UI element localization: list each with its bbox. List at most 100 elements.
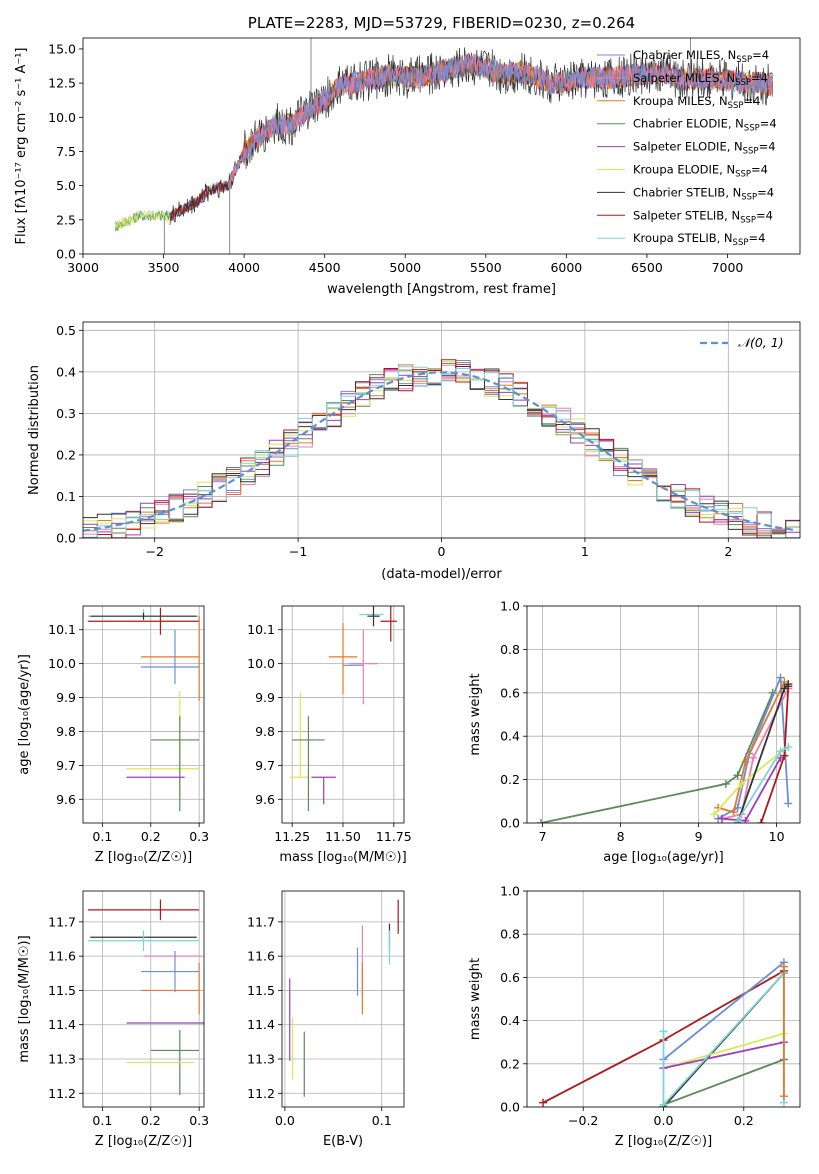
legend-entry: Kroupa STELIB, NSSP=4 [633, 231, 765, 248]
legend-entry: Chabrier MILES, NSSP=4 [633, 48, 769, 65]
axes-frame [82, 605, 205, 824]
weight-marker [784, 680, 793, 689]
legend-entry: Kroupa MILES, NSSP=4 [633, 94, 760, 111]
y-tick-label: 9.7 [56, 758, 76, 773]
legend-entry: Chabrier STELIB, NSSP=4 [633, 185, 774, 202]
y-tick-label: 11.2 [48, 1086, 76, 1101]
weight-lines [537, 673, 793, 823]
x-axis-label: Z [log₁₀(Z/Z☉)] [95, 1134, 192, 1149]
y-tick-label: 10.0 [48, 656, 76, 671]
y-tick-label: 9.6 [255, 792, 275, 807]
errorbar-chabrier_miles [141, 951, 200, 993]
weight-line-salpeter_elodie [663, 1041, 785, 1069]
y-tick-label: 10.1 [48, 622, 76, 637]
x-tick-label: 11.50 [325, 829, 361, 844]
mass-vs-extinction-panel: 0.0 0.1 11.2 11.3 11.4 11.5 11.6 11.7 E(B-V) [247, 890, 405, 1149]
errorbar-kroupa_elodie [290, 692, 309, 778]
spectrum-lines [114, 38, 773, 254]
y-tick-label: 0.4 [500, 1013, 520, 1028]
y-tick-label: 10.1 [247, 622, 275, 637]
spectrum-chabrier_miles-line [227, 52, 773, 188]
legend-entry: Salpeter ELODIE, NSSP=4 [633, 140, 776, 157]
y-tick-label: 11.7 [247, 914, 275, 929]
ticks: 0.1 0.2 0.3 11.2 11.3 11.4 11.5 11.6 11.7 [48, 914, 209, 1128]
x-tick-label: 3500 [148, 260, 180, 275]
histogram-salpeter_stelib [83, 359, 800, 538]
errorbars [289, 899, 399, 1097]
y-tick-label: 9.7 [255, 758, 275, 773]
legend-entry: Kroupa ELODIE, NSSP=4 [633, 163, 768, 180]
y-tick-label: 0.2 [56, 447, 76, 462]
ticks: 3000 3500 4000 4500 5000 5500 6000 6500 7000 0.0 2… [48, 41, 743, 275]
x-tick-label: 9 [695, 829, 703, 844]
y-tick-label: 0.6 [500, 970, 520, 985]
weight-marker [537, 819, 546, 823]
x-axis-label: mass [log₁₀(M/M☉)] [279, 850, 406, 865]
x-tick-label: 7 [539, 829, 547, 844]
x-tick-label: 4500 [309, 260, 341, 275]
y-tick-label: 0.1 [56, 489, 76, 504]
mass-vs-metallicity-panel: 0.1 0.2 0.3 11.2 11.3 11.4 11.5 11.6 11.7 Z [log₁… [17, 890, 209, 1149]
weight-marker [733, 816, 742, 823]
weight-marker [784, 799, 793, 808]
y-tick-label: 0.0 [56, 247, 76, 262]
y-tick-label: 11.2 [247, 1086, 275, 1101]
gaussian-curve [83, 371, 798, 532]
ticks: 7 8 9 10 0.0 0.2 0.4 0.6 0.8 1.0 [500, 599, 784, 845]
x-axis-label: E(B-V) [323, 1134, 363, 1149]
y-tick-label: 11.7 [48, 914, 76, 929]
errorbar-kroupa_miles [328, 622, 358, 695]
weight-marker [539, 1098, 548, 1107]
errorbar-salpeter_stelib [87, 899, 200, 921]
errorbars [87, 607, 200, 812]
y-tick-label: 2.5 [56, 212, 76, 227]
y-tick-label: 0.3 [56, 406, 76, 421]
legend-entry: 𝒩(0, 1) [738, 335, 784, 350]
weight-line-chabrier_elodie [540, 692, 774, 823]
y-axis-label: Normed distribution [27, 365, 42, 495]
weight-marker [784, 743, 793, 752]
legend-entry: Salpeter STELIB, NSSP=4 [633, 208, 773, 225]
errorbar-kroupa_miles [141, 616, 200, 701]
x-axis-label: Z [log₁₀(Z/Z☉)] [615, 1134, 712, 1149]
weight-line-chabrier_elodie [663, 1058, 785, 1106]
legend-entry: Chabrier ELODIE, NSSP=4 [633, 117, 777, 134]
x-axis-label: Z [log₁₀(Z/Z☉)] [95, 850, 192, 865]
weight-line-kroupa_elodie [663, 1032, 785, 1069]
y-tick-label: 0.0 [56, 531, 76, 546]
errorbars [87, 899, 204, 1095]
x-tick-label: 1 [581, 544, 589, 559]
x-tick-label: 8 [617, 829, 625, 844]
histograms [83, 359, 800, 538]
errorbar-chabrier_stelib [90, 612, 197, 620]
y-tick-label: 10.0 [48, 110, 76, 125]
x-tick-label: −2 [145, 544, 163, 559]
y-tick-label: 12.5 [48, 76, 76, 91]
x-tick-label: 3000 [67, 260, 99, 275]
weight-marker [780, 751, 789, 760]
x-tick-label: 0.2 [734, 1113, 754, 1128]
y-tick-label: 0.4 [500, 729, 520, 744]
y-tick-label: 5.0 [56, 178, 76, 193]
x-axis-label: wavelength [Angstrom, rest frame] [327, 282, 556, 297]
y-tick-label: 11.6 [247, 949, 275, 964]
errorbar-kroupa_stelib [87, 930, 200, 951]
x-tick-label: 0.1 [372, 1113, 392, 1128]
x-tick-label: 0.3 [189, 829, 209, 844]
axes-frame [526, 605, 801, 824]
x-tick-label: 6000 [550, 260, 582, 275]
x-tick-label: 0.2 [141, 829, 161, 844]
weight-marker [776, 673, 785, 682]
y-tick-label: 0.0 [500, 816, 520, 831]
y-tick-label: 11.5 [48, 983, 76, 998]
y-axis-label: mass [log₁₀(M/M☉)] [17, 935, 32, 1062]
grid [282, 891, 404, 1107]
x-tick-label: 0.3 [189, 1113, 209, 1128]
ticks: −0.2 0.0 0.2 0.0 0.2 0.4 0.6 0.8 1.0 [500, 884, 754, 1129]
x-tick-label: 11.75 [376, 829, 412, 844]
y-tick-label: 0.4 [56, 364, 76, 379]
errorbar-chabrier_miles [141, 629, 200, 684]
x-tick-label: 2 [724, 544, 732, 559]
x-tick-label: 0.1 [92, 1113, 112, 1128]
x-tick-label: 0.1 [92, 829, 112, 844]
